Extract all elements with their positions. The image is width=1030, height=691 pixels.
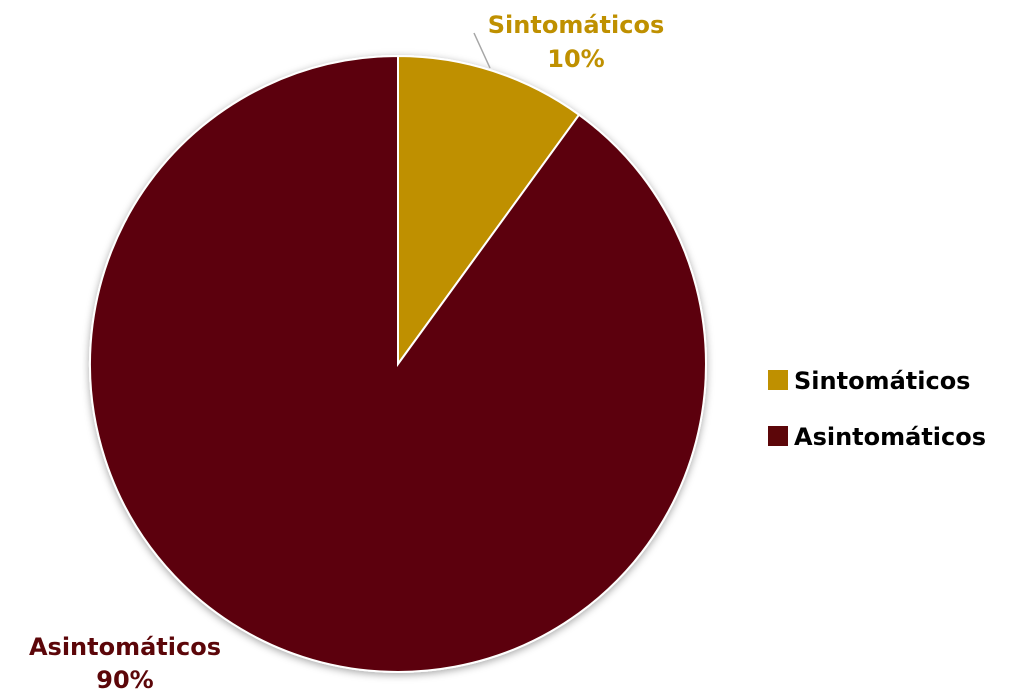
data-label-value-sintomaticos: 10% [547, 45, 604, 73]
leader-lines [473, 32, 491, 69]
pie-slice-asintomaticos [89, 54, 707, 673]
legend-swatch-asintomaticos [768, 426, 788, 446]
pie-slice-sintomaticos [397, 54, 581, 368]
data-label-value-asintomaticos: 90% [96, 666, 153, 691]
data-labels: Sintomáticos 10% Asintomáticos 90% [29, 11, 664, 691]
legend: Sintomáticos Asintomáticos [768, 367, 986, 451]
leader-line-sintomaticos [473, 32, 491, 69]
data-label-category-asintomaticos: Asintomáticos [29, 633, 221, 661]
legend-label-sintomaticos: Sintomáticos [794, 367, 970, 395]
pie-slices [89, 54, 707, 673]
data-label-category-sintomaticos: Sintomáticos [488, 11, 664, 39]
legend-label-asintomaticos: Asintomáticos [794, 423, 986, 451]
legend-swatch-sintomaticos [768, 370, 788, 390]
